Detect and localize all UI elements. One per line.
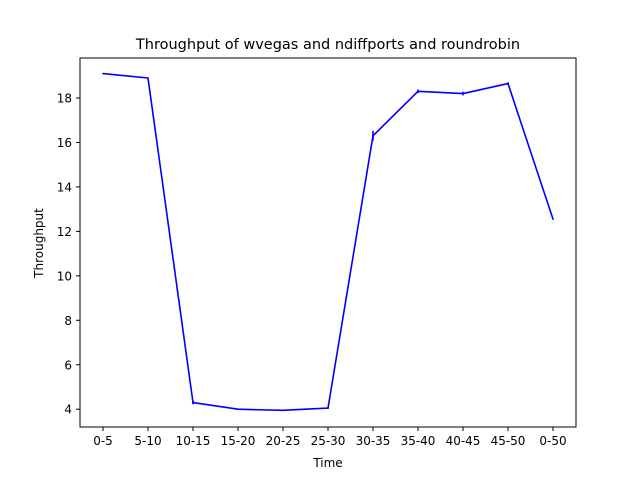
x-tick-label: 30-35 <box>356 434 391 448</box>
y-tick-label: 16 <box>57 136 72 150</box>
x-axis-label: Time <box>312 456 342 470</box>
data-point <box>102 72 104 75</box>
x-tick-label: 10-15 <box>176 434 211 448</box>
x-tick-label: 5-10 <box>134 434 161 448</box>
y-tick-label: 4 <box>64 403 72 417</box>
data-point <box>237 408 239 411</box>
data-point <box>372 135 374 137</box>
x-tick-label: 45-50 <box>491 434 526 448</box>
data-point <box>327 407 329 409</box>
x-tick-label: 20-25 <box>266 434 301 448</box>
data-point <box>192 401 194 404</box>
y-tick-label: 12 <box>57 225 72 239</box>
data-point <box>507 82 509 85</box>
data-point <box>462 92 464 95</box>
x-tick-label: 15-20 <box>221 434 256 448</box>
y-tick-label: 10 <box>57 269 72 283</box>
y-tick-label: 8 <box>64 314 72 328</box>
y-tick-label: 6 <box>64 358 72 372</box>
x-tick-label: 0-50 <box>539 434 566 448</box>
x-tick-label: 40-45 <box>446 434 481 448</box>
data-point <box>282 409 284 412</box>
data-point <box>147 77 149 79</box>
x-tick-label: 35-40 <box>401 434 436 448</box>
y-tick-label: 14 <box>57 180 72 194</box>
y-axis: 4 6 8 10 12 14 16 18 <box>57 92 80 417</box>
x-tick-label: 25-30 <box>311 434 346 448</box>
y-tick-label: 18 <box>57 92 72 106</box>
x-tick-label: 0-5 <box>93 434 113 448</box>
plot-area <box>102 72 554 412</box>
y-axis-label: Throughput <box>32 208 46 279</box>
x-axis: 0-5 5-10 10-15 15-20 20-25 25-30 30-35 35-40 40-… <box>93 427 567 448</box>
chart-title: Throughput of wvegas and ndiffports and … <box>135 37 520 53</box>
data-point <box>417 90 419 93</box>
data-point <box>552 218 554 220</box>
